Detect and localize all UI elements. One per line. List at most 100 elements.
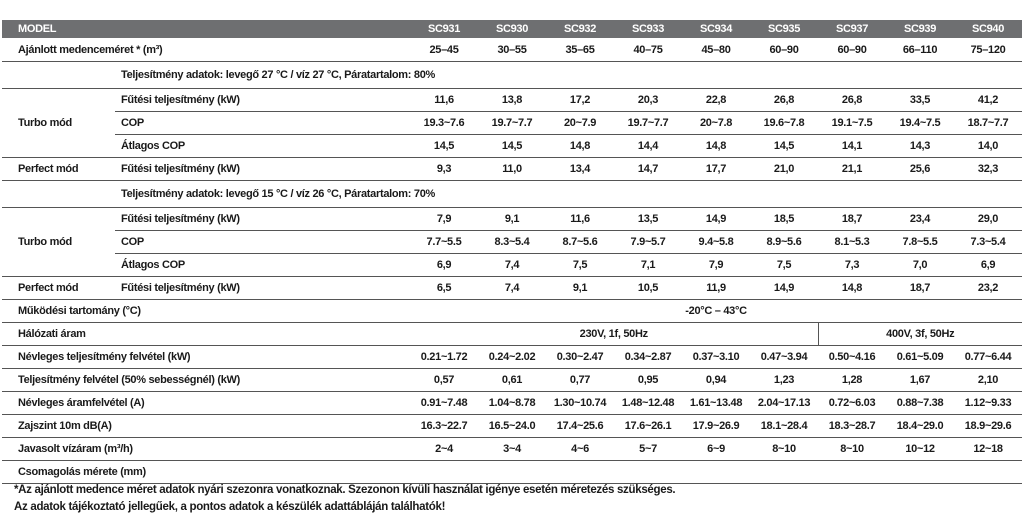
value: 30–55 xyxy=(478,38,547,62)
value: 13,4 xyxy=(546,157,615,181)
value: 18.7~7.7 xyxy=(954,111,1023,135)
value: 11,6 xyxy=(546,207,615,231)
value: 8~10 xyxy=(750,437,819,461)
value: 23,2 xyxy=(954,276,1023,300)
row-label: Fűtési teljesítmény (kW) xyxy=(115,207,411,231)
value: 7,3 xyxy=(818,253,887,277)
value: 12~18 xyxy=(954,437,1023,461)
value: 7,1 xyxy=(614,253,683,277)
group-row: Turbo mód Fűtési teljesítmény (kW) 7,9 9,1 1… xyxy=(2,207,1023,277)
value: 8~10 xyxy=(818,437,887,461)
value: 8.9~5.6 xyxy=(750,230,819,254)
value: 7,5 xyxy=(750,253,819,277)
value: 18,5 xyxy=(750,207,819,231)
value: 29,0 xyxy=(954,207,1023,231)
footnotes: *Az ajánlott medence méret adatok nyári … xyxy=(14,482,676,516)
value: 1.30~10.74 xyxy=(546,391,615,415)
value: 5~7 xyxy=(614,437,683,461)
value: 25,6 xyxy=(886,157,955,181)
value: 1,23 xyxy=(750,368,819,392)
row-label: Csomagolás mérete (mm) xyxy=(2,460,411,484)
group-row: Átlagos COP 6,9 7,4 7,5 7,1 7,9 7,5 7,3 7,0 6,9 xyxy=(2,253,1023,277)
value: 26,8 xyxy=(750,88,819,112)
model-name: SC931 xyxy=(410,20,479,38)
data-row: Javasolt vízáram (m³/h) 2~4 3~4 4~6 5~7 6~9 8~… xyxy=(2,437,1023,461)
value: 0.50~4.16 xyxy=(818,345,887,369)
value: 6,5 xyxy=(410,276,479,300)
group-row: Perfect mód Fűtési teljesítmény (kW) 9,3 11… xyxy=(2,157,1023,181)
value: 18,7 xyxy=(818,207,887,231)
row-label: Fűtési teljesítmény (kW) xyxy=(115,276,411,300)
value: 45–80 xyxy=(682,38,751,62)
value: 7,9 xyxy=(410,207,479,231)
row-label: Működési tartomány (°C) xyxy=(2,299,411,323)
value: 14,9 xyxy=(682,207,751,231)
value: 1,67 xyxy=(886,368,955,392)
value: 20~7.9 xyxy=(546,111,615,135)
value: 14,8 xyxy=(682,134,751,158)
section-title: Teljesítmény adatok: levegő 27 °C / víz … xyxy=(115,61,1023,89)
section-title: Teljesítmény adatok: levegő 15 °C / víz … xyxy=(115,180,1023,208)
value: 0,77 xyxy=(546,368,615,392)
value: 0.72~6.03 xyxy=(818,391,887,415)
value: 8.7~5.6 xyxy=(546,230,615,254)
value: 0.30~2.47 xyxy=(546,345,615,369)
model-name: SC933 xyxy=(614,20,683,38)
row-label: Fűtési teljesítmény (kW) xyxy=(115,157,411,181)
value: 1.04~8.78 xyxy=(478,391,547,415)
model-name: SC940 xyxy=(954,20,1023,38)
value: 14,9 xyxy=(750,276,819,300)
data-row: Ajánlott medenceméret * (m³) 25–45 30–55 35… xyxy=(2,38,1023,62)
value: 0.34~2.87 xyxy=(614,345,683,369)
value: 18.1~28.4 xyxy=(750,414,819,438)
model-name: SC935 xyxy=(750,20,819,38)
value: 60–90 xyxy=(818,38,887,62)
data-row: Hálózati áram 230V, 1f, 50Hz 400V, 3f, 50H… xyxy=(2,322,1023,346)
value: 18.3~28.7 xyxy=(818,414,887,438)
value: 9,3 xyxy=(410,157,479,181)
header-row: MODEL SC931 SC930 SC932 SC933 SC934 SC935 SC937… xyxy=(2,20,1023,38)
model-name: SC934 xyxy=(682,20,751,38)
value: 21,0 xyxy=(750,157,819,181)
value: 19.7~7.7 xyxy=(478,111,547,135)
spec-table: MODEL SC931 SC930 SC932 SC933 SC934 SC935 SC937… xyxy=(2,20,1023,484)
value: 14,5 xyxy=(410,134,479,158)
row-label: Névleges áramfelvétel (A) xyxy=(2,391,411,415)
data-row: Működési tartomány (°C) -20°C – 43°C xyxy=(2,299,1023,323)
value: 1,28 xyxy=(818,368,887,392)
value: 33,5 xyxy=(886,88,955,112)
group-label: Perfect mód xyxy=(2,157,115,181)
value: 18.9~29.6 xyxy=(954,414,1023,438)
value: 11,0 xyxy=(478,157,547,181)
value: 17.9~26.9 xyxy=(682,414,751,438)
value: 20~7.8 xyxy=(682,111,751,135)
model-name: SC932 xyxy=(546,20,615,38)
value: 14,1 xyxy=(818,134,887,158)
group-label: Turbo mód xyxy=(2,207,115,277)
value: 10,5 xyxy=(614,276,683,300)
data-row: Zajszint 10m dB(A) 16.3~22.7 16.5~24.0 17.4… xyxy=(2,414,1023,438)
value: 8.1~5.3 xyxy=(818,230,887,254)
value: 0.61~5.09 xyxy=(886,345,955,369)
value: 0.37~3.10 xyxy=(682,345,751,369)
value: 0,61 xyxy=(478,368,547,392)
value: 14,5 xyxy=(478,134,547,158)
value: 7,0 xyxy=(886,253,955,277)
group-row: Átlagos COP 14,5 14,5 14,8 14,4 14,8 14,5 14,1 1… xyxy=(2,134,1023,158)
row-label: Ajánlott medenceméret * (m³) xyxy=(2,38,411,62)
value: 7.7~5.5 xyxy=(410,230,479,254)
value: 7.8~5.5 xyxy=(886,230,955,254)
value: 19.6~7.8 xyxy=(750,111,819,135)
value: 23,4 xyxy=(886,207,955,231)
value: 14,4 xyxy=(614,134,683,158)
empty-cell xyxy=(2,180,115,208)
value: 1.48~12.48 xyxy=(614,391,683,415)
data-row: Névleges áramfelvétel (A) 0.91~7.48 1.04~8… xyxy=(2,391,1023,415)
value: 11,9 xyxy=(682,276,751,300)
value: 19.1~7.5 xyxy=(818,111,887,135)
value: 60–90 xyxy=(750,38,819,62)
value: 6,9 xyxy=(954,253,1023,277)
value: 11,6 xyxy=(410,88,479,112)
value: 400V, 3f, 50Hz xyxy=(818,322,1023,346)
